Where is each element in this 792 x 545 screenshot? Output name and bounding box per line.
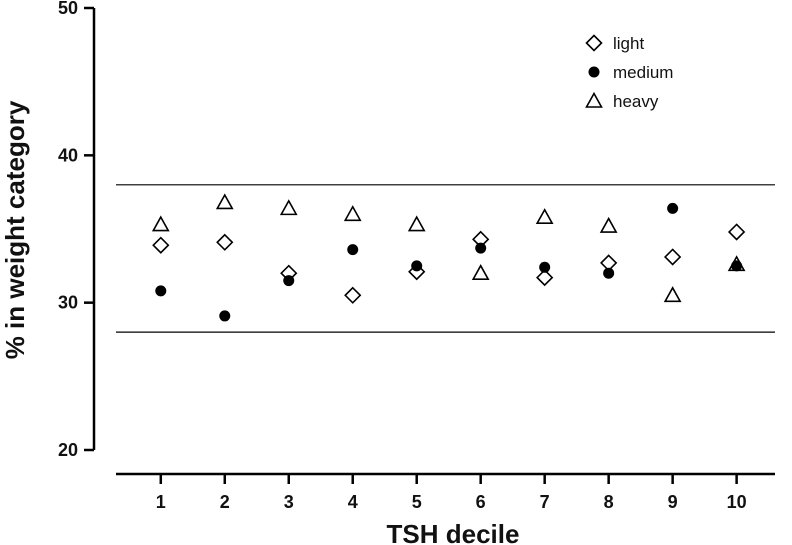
x-tick-label: 5 — [412, 492, 422, 512]
legend-label-medium: medium — [613, 63, 673, 82]
data-point-medium — [219, 310, 231, 322]
y-tick-label: 30 — [58, 293, 78, 313]
data-point-heavy — [215, 193, 234, 210]
legend-marker-medium — [588, 66, 600, 78]
legend: light medium heavy — [585, 34, 673, 111]
y-tick-label: 40 — [58, 145, 78, 165]
data-point-heavy — [279, 199, 298, 216]
x-tick-label: 7 — [540, 492, 550, 512]
data-point-medium — [667, 202, 679, 214]
data-point-medium — [603, 267, 615, 279]
data-point-heavy — [343, 205, 362, 222]
data-point-light — [536, 268, 554, 287]
data-point-heavy — [407, 215, 426, 232]
y-axis-title: % in weight category — [0, 100, 30, 359]
y-tick-label: 50 — [58, 0, 78, 18]
x-tick-label: 2 — [220, 492, 230, 512]
data-point-light — [152, 236, 170, 254]
data-point-light — [216, 233, 234, 251]
y-tick-label: 20 — [58, 440, 78, 460]
x-tick-label: 4 — [348, 492, 358, 512]
legend-label-light: light — [613, 34, 644, 53]
data-point-medium — [539, 261, 551, 273]
data-point-medium — [283, 275, 295, 287]
data-point-medium — [731, 260, 743, 272]
data-points — [151, 193, 746, 322]
data-point-light — [663, 248, 682, 266]
data-point-heavy — [471, 264, 490, 281]
data-point-medium — [411, 260, 423, 272]
x-tick-label: 6 — [476, 492, 486, 512]
data-point-light — [727, 223, 746, 241]
x-tick-label: 8 — [604, 492, 614, 512]
data-point-heavy — [151, 215, 170, 232]
legend-marker-light — [585, 34, 603, 52]
data-point-medium — [347, 244, 359, 256]
data-point-medium — [155, 285, 167, 297]
x-axis-title: TSH decile — [387, 519, 520, 545]
data-point-heavy — [663, 286, 682, 303]
data-point-medium — [475, 242, 487, 254]
x-tick-label: 1 — [156, 492, 166, 512]
x-tick-label: 9 — [668, 492, 678, 512]
data-point-heavy — [535, 208, 554, 225]
data-point-light — [344, 286, 362, 304]
legend-marker-heavy — [585, 91, 603, 108]
reference-lines — [116, 184, 775, 333]
legend-label-heavy: heavy — [613, 92, 659, 111]
axes: 20 30 40 50 1 2 3 4 5 6 7 8 9 10 — [58, 0, 775, 512]
data-point-heavy — [599, 216, 618, 233]
x-tick-label: 10 — [727, 492, 747, 512]
x-tick-label: 3 — [284, 492, 294, 512]
